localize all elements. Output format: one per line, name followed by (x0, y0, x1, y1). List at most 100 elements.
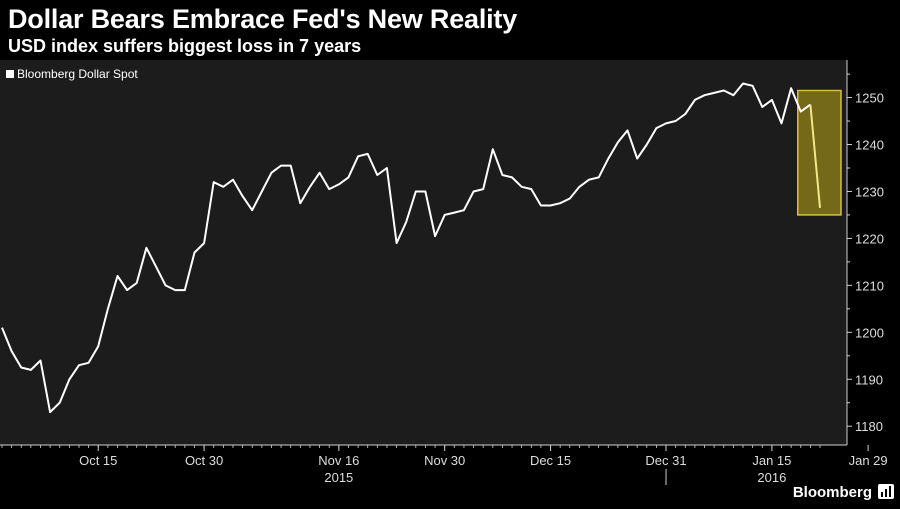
data-point (771, 99, 773, 101)
x-tick-label: Nov 16 (318, 453, 359, 468)
data-point (203, 242, 205, 244)
data-point (30, 369, 32, 371)
data-point (213, 181, 215, 183)
legend-swatch (6, 70, 14, 78)
x-tick-label: Nov 30 (424, 453, 465, 468)
data-point (309, 186, 311, 188)
x-tick-label: Oct 15 (79, 453, 117, 468)
data-point (165, 285, 167, 287)
y-tick-label: 1190 (855, 372, 883, 387)
data-point (223, 186, 225, 188)
data-point (588, 179, 590, 181)
data-point (367, 153, 369, 155)
data-point (194, 252, 196, 254)
data-point (78, 364, 80, 366)
data-point (492, 148, 494, 150)
y-tick-label: 1250 (855, 91, 884, 106)
data-point (155, 266, 157, 268)
data-point (646, 144, 648, 146)
data-point (300, 202, 302, 204)
data-point (521, 186, 523, 188)
y-tick-label: 1210 (855, 278, 884, 293)
data-point (88, 362, 90, 364)
data-point (790, 87, 792, 89)
x-year-label: 2016 (757, 470, 786, 485)
y-tick-label: 1240 (855, 138, 884, 153)
data-point (1, 327, 3, 329)
data-point (69, 379, 71, 381)
data-point (482, 188, 484, 190)
data-point (723, 90, 725, 92)
data-point (704, 94, 706, 96)
chart-title: Dollar Bears Embrace Fed's New Reality (8, 4, 518, 34)
data-point (126, 289, 128, 291)
data-point (694, 99, 696, 101)
data-point (540, 205, 542, 207)
data-point (232, 179, 234, 181)
data-point (396, 242, 398, 244)
data-point (608, 158, 610, 160)
data-point (251, 209, 253, 211)
data-point (146, 247, 148, 249)
data-point (579, 186, 581, 188)
data-point (117, 275, 119, 277)
data-point (733, 94, 735, 96)
series-layer (1, 82, 821, 414)
axis-layer: 1180 1190 1200 1210 1220 1230 1240 1250 Oct 15 Oc… (0, 60, 888, 485)
x-tick-label: Jan 15 (752, 453, 791, 468)
data-point (559, 202, 561, 204)
highlight-segment-line (809, 104, 821, 208)
data-point (598, 177, 600, 179)
data-point (531, 188, 533, 190)
data-point (473, 191, 475, 193)
x-tick-label: Dec 15 (530, 453, 571, 468)
data-point (107, 308, 109, 310)
data-point (425, 191, 427, 193)
plot-background (0, 60, 847, 445)
data-point (328, 188, 330, 190)
data-point (463, 209, 465, 211)
data-point (280, 165, 282, 167)
data-point (184, 289, 186, 291)
x-tick-label: Dec 31 (645, 453, 686, 468)
legend-label: Bloomberg Dollar Spot (17, 67, 138, 81)
y-tick-label: 1230 (855, 184, 884, 199)
data-point (685, 113, 687, 115)
x-tick-label: Jan 29 (849, 453, 888, 468)
data-point (97, 346, 99, 348)
data-point (627, 130, 629, 132)
data-point (550, 205, 552, 207)
data-point (762, 106, 764, 108)
data-point (405, 221, 407, 223)
data-point (415, 191, 417, 193)
bloomberg-chart-icon (878, 484, 894, 499)
y-tick-label: 1220 (855, 231, 884, 246)
data-point (444, 214, 446, 216)
data-point (434, 235, 436, 237)
data-point (261, 191, 263, 193)
data-point (800, 111, 802, 113)
data-point (511, 177, 513, 179)
data-point (656, 127, 658, 129)
data-point (338, 184, 340, 186)
series-line (1, 82, 811, 414)
data-point (636, 158, 638, 160)
data-point (319, 172, 321, 174)
data-point (665, 123, 667, 125)
x-tick-label: Oct 30 (185, 453, 223, 468)
data-point (781, 123, 783, 125)
data-point (348, 177, 350, 179)
data-point (49, 411, 51, 413)
data-point (386, 167, 388, 169)
data-point (454, 212, 456, 214)
bloomberg-brand: Bloomberg (792, 484, 872, 501)
data-point (810, 104, 812, 106)
data-point (174, 289, 176, 291)
data-point (502, 174, 504, 176)
data-point (242, 195, 244, 197)
data-point (617, 141, 619, 143)
data-point (377, 174, 379, 176)
data-point (752, 85, 754, 87)
